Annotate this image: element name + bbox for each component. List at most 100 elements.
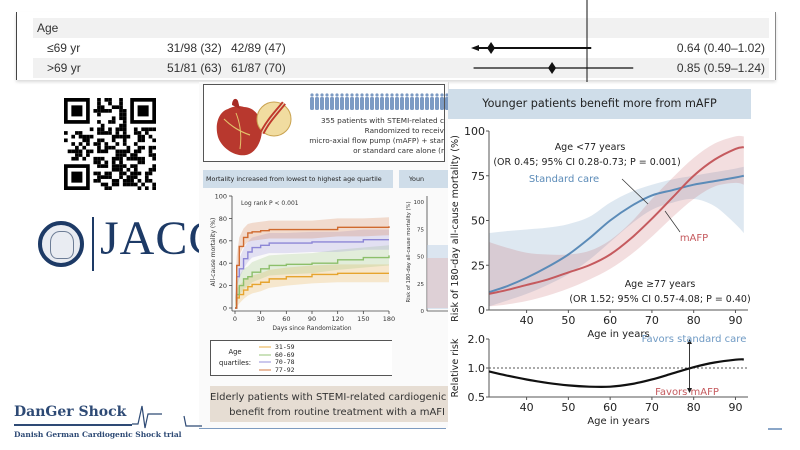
qr-module (137, 131, 142, 135)
qr-module (144, 186, 149, 190)
qr-module (122, 153, 127, 157)
qr-module (111, 178, 116, 183)
forest-arrow-icon (471, 45, 479, 51)
qr-module (126, 145, 131, 150)
qr-module (119, 153, 123, 157)
qr-module (119, 167, 123, 172)
qr-module (104, 160, 109, 165)
ci-band-standard-care (489, 166, 744, 307)
qr-code-icon[interactable] (64, 98, 156, 190)
qr-module (122, 134, 127, 139)
person-icon (400, 93, 404, 97)
qr-module (152, 153, 156, 157)
person-icon (365, 93, 369, 97)
arrow-down-icon (687, 388, 693, 393)
qr-module (97, 101, 101, 106)
qr-module (97, 120, 101, 124)
forest-point-estimate (548, 62, 557, 74)
qr-module (126, 156, 131, 161)
qr-module (115, 182, 120, 187)
qr-module (75, 153, 79, 157)
qr-module (64, 131, 68, 135)
person-icon (440, 97, 444, 110)
series-line-mafp (488, 146, 745, 295)
qr-module (133, 156, 138, 161)
qr-module (97, 160, 101, 165)
qr-module (104, 131, 109, 135)
person-icon (415, 97, 419, 110)
qr-module (137, 145, 142, 150)
qr-module (67, 149, 72, 154)
legend-item: 31-59 (259, 344, 295, 351)
qr-module (137, 138, 142, 143)
qr-module (126, 149, 131, 154)
qr-module (122, 116, 127, 121)
person-icon (330, 93, 334, 97)
person-icon (320, 97, 324, 110)
km-y-label: All-cause mortality (%) (210, 218, 217, 287)
divider (768, 428, 782, 430)
rr-y-tick-label: 2.0 (468, 333, 486, 346)
qr-module (133, 149, 138, 154)
mini-ci-band (427, 245, 449, 309)
legend-swatch (259, 361, 271, 363)
qr-module (119, 149, 123, 154)
legend-title-line: Age (228, 348, 242, 356)
qr-module (115, 164, 120, 168)
qr-module (93, 109, 98, 113)
qr-module (130, 178, 134, 183)
qr-module (133, 175, 138, 179)
qr-module (115, 178, 120, 183)
forest-row-label: ≤69 yr (47, 41, 81, 55)
study-summary-box: 355 patients with STEMI-related c Random… (203, 84, 449, 162)
person-icon (340, 97, 344, 110)
person-icon (410, 97, 414, 110)
qr-module (108, 98, 112, 102)
forest-estimate: 0.85 (0.59–1.24) (676, 61, 765, 75)
qr-module (152, 167, 156, 172)
qr-module (133, 142, 138, 146)
qr-module (148, 127, 153, 132)
qr-module (82, 134, 87, 139)
rr-y-tick-label: 1.0 (468, 362, 486, 375)
qr-module (100, 182, 105, 187)
arrow-up-icon (687, 339, 693, 344)
danger-shock-title: DanGer Shock (14, 404, 127, 420)
forest-row: ≤69 yr 31/98 (32) 42/89 (47) 0.64 (0.40–… (33, 38, 769, 58)
label-mafp: mAFP (680, 233, 708, 244)
qr-module (111, 164, 116, 168)
qr-module (141, 182, 145, 187)
qr-module (115, 127, 120, 132)
qr-module (115, 105, 120, 110)
qr-module (97, 127, 101, 132)
legend-swatch (259, 346, 271, 348)
qr-module (100, 156, 105, 161)
person-icon (365, 97, 369, 110)
qr-module (97, 105, 101, 110)
x-tick-label: 50 (561, 314, 575, 327)
km-panel-title: Mortality increased from lowest to highe… (203, 170, 393, 188)
qr-module (108, 175, 112, 179)
y-tick-label: 0 (478, 304, 485, 317)
legend-label: 31-59 (275, 343, 295, 351)
qr-module (133, 153, 138, 157)
person-icon (325, 97, 329, 110)
qr-module (111, 134, 116, 139)
forest-row-label: >69 yr (47, 61, 81, 75)
km-annotation: Log rank P < 0.001 (241, 200, 299, 207)
person-icon (315, 97, 319, 110)
qr-module (119, 112, 123, 117)
favors-standard-care-label: Favors standard care (642, 334, 747, 345)
km-x-tick-label: 150 (357, 315, 369, 323)
qr-module (137, 156, 142, 161)
risk-charts: 0 25 50 75 100 40 50 60 70 80 90 Age in years Risk o… (450, 125, 751, 427)
qr-module (97, 164, 101, 168)
annotation-old-title: Age ≥77 years (625, 279, 696, 290)
qr-module (97, 138, 101, 143)
qr-module (148, 149, 153, 154)
qr-module (122, 138, 127, 143)
km-ci-band (235, 229, 389, 308)
qr-module (89, 134, 94, 139)
annotation-young-title: Age <77 years (555, 142, 626, 153)
km-series-31-59 (235, 272, 389, 309)
